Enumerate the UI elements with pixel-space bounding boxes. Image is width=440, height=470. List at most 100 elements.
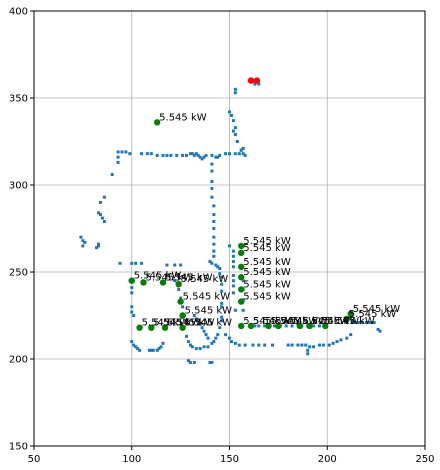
y-tick-label: 300 bbox=[9, 181, 28, 192]
background-point bbox=[233, 126, 237, 130]
source-point bbox=[179, 312, 186, 319]
point-annotation: 5.545 kW bbox=[243, 243, 291, 254]
background-point bbox=[190, 345, 194, 349]
point-annotation: 5.545 kW bbox=[153, 318, 201, 329]
background-point bbox=[284, 324, 288, 328]
background-point bbox=[210, 195, 214, 199]
depot-point bbox=[247, 77, 255, 84]
source-point bbox=[159, 279, 167, 286]
background-point bbox=[198, 347, 202, 351]
annotations: 5.545 kW5.545 kW5.545 kW5.545 kW5.545 kW… bbox=[134, 112, 401, 328]
background-point bbox=[102, 220, 106, 224]
background-point bbox=[231, 260, 235, 264]
background-point bbox=[192, 360, 196, 364]
background-point bbox=[218, 272, 222, 276]
background-point bbox=[184, 319, 188, 323]
background-point bbox=[97, 242, 101, 246]
background-point bbox=[231, 249, 235, 253]
background-point bbox=[97, 244, 101, 248]
source-point bbox=[238, 286, 245, 293]
point-annotation: 5.545 kW bbox=[145, 272, 193, 283]
background-point bbox=[327, 343, 331, 347]
background-point bbox=[95, 246, 99, 250]
background-point bbox=[251, 343, 255, 347]
y-axis: 150 200 250 300 350 400 bbox=[9, 7, 34, 453]
background-point bbox=[184, 334, 188, 338]
background-point bbox=[138, 348, 142, 352]
background-point bbox=[364, 320, 368, 324]
background-point bbox=[212, 213, 216, 217]
background-point bbox=[128, 152, 132, 156]
x-tick-label: 250 bbox=[415, 454, 434, 465]
point-annotation: 5.545 kW bbox=[167, 318, 215, 329]
background-point bbox=[228, 152, 231, 156]
x-tick-label: 200 bbox=[318, 454, 337, 465]
background-point bbox=[357, 320, 361, 324]
x-tick-label: 100 bbox=[122, 454, 141, 465]
point-annotation: 5.545 kW bbox=[271, 316, 319, 327]
background-point bbox=[216, 333, 220, 337]
source-point bbox=[296, 322, 304, 330]
background-point bbox=[132, 314, 136, 317]
background-point bbox=[220, 315, 224, 319]
background-point bbox=[140, 152, 144, 156]
source-point bbox=[238, 249, 245, 257]
background-point bbox=[130, 261, 134, 265]
y-tick-label: 200 bbox=[9, 355, 28, 366]
background-point bbox=[296, 343, 300, 347]
background-point bbox=[159, 345, 163, 349]
background-point bbox=[192, 153, 196, 157]
source-point bbox=[238, 322, 245, 330]
background-point bbox=[212, 220, 216, 224]
x-tick-label: 150 bbox=[220, 454, 239, 465]
background-point bbox=[237, 152, 241, 156]
point-annotation: 5.545 kW bbox=[183, 292, 231, 303]
background-point bbox=[173, 263, 177, 267]
background-point bbox=[216, 155, 220, 159]
background-point bbox=[253, 82, 257, 86]
background-point bbox=[212, 242, 216, 246]
background-point bbox=[263, 324, 267, 328]
background-point bbox=[196, 319, 200, 323]
background-point bbox=[257, 82, 261, 86]
point-annotation: 5.545 kW bbox=[243, 236, 291, 247]
background-point bbox=[321, 343, 325, 347]
source-point bbox=[347, 310, 354, 317]
background-point bbox=[181, 305, 185, 309]
background-point bbox=[229, 113, 233, 117]
source-point bbox=[343, 315, 350, 323]
background-point bbox=[271, 343, 275, 347]
depot-points bbox=[247, 77, 261, 84]
background-point bbox=[145, 152, 149, 156]
background-point bbox=[241, 146, 245, 150]
background-point bbox=[102, 195, 106, 199]
background-point bbox=[151, 348, 155, 352]
background-point bbox=[155, 153, 159, 157]
source-point bbox=[161, 324, 169, 331]
background-point bbox=[304, 343, 308, 347]
background-point bbox=[98, 213, 102, 217]
background-point bbox=[190, 152, 194, 156]
background-point bbox=[231, 265, 235, 269]
background-point bbox=[235, 140, 239, 143]
background-point bbox=[179, 296, 183, 300]
background-point bbox=[210, 186, 214, 190]
background-point bbox=[173, 279, 177, 283]
background-point bbox=[130, 305, 134, 309]
background-point bbox=[202, 345, 206, 349]
background-point bbox=[306, 348, 310, 352]
background-point bbox=[231, 291, 235, 295]
background-point bbox=[212, 254, 216, 258]
point-annotation: 5.545 kW bbox=[280, 316, 328, 327]
background-point bbox=[181, 153, 185, 157]
background-point bbox=[241, 152, 245, 156]
background-point bbox=[228, 244, 231, 248]
background-point bbox=[353, 320, 357, 324]
background-point bbox=[161, 341, 165, 345]
background-point bbox=[147, 348, 151, 352]
source-point bbox=[153, 119, 161, 126]
background-point bbox=[196, 153, 200, 157]
background-point bbox=[130, 291, 134, 295]
background-point bbox=[81, 239, 85, 243]
